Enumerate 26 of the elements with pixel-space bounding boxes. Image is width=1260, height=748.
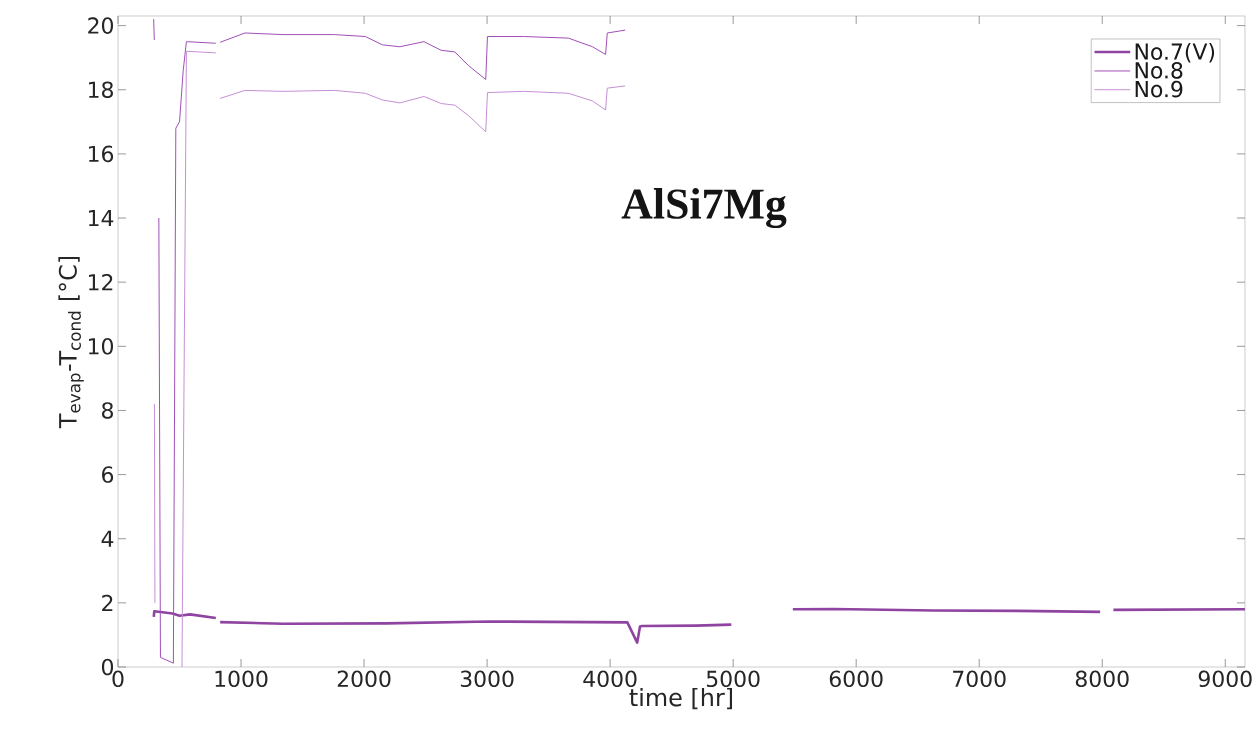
y-tick-label: 14 [89, 210, 114, 227]
y-tick-label: 12 [89, 274, 113, 291]
x-tick-label: 3000 [460, 670, 514, 688]
legend-label: No.8 [1135, 62, 1183, 79]
y-tick-label: 8 [102, 402, 113, 419]
x-tick-label: 8000 [1075, 670, 1129, 688]
x-tick-label: 9000 [1198, 670, 1252, 688]
x-tick-label: 7000 [953, 670, 1006, 688]
y-tick-label: 20 [88, 17, 114, 34]
y-tick-label: 2 [102, 594, 113, 611]
x-axis-title: time [hr] [629, 687, 733, 710]
x-tick-label: 6000 [829, 670, 883, 688]
x-tick-label: 2000 [337, 670, 391, 688]
y-tick-label: 0 [101, 658, 114, 676]
y-tick-label: 6 [102, 466, 114, 483]
annotation: AlSi7Mg [621, 188, 787, 229]
y-tick-label: 18 [89, 81, 113, 99]
y-tick-label: 16 [89, 145, 114, 163]
x-tick-label: 5000 [706, 670, 760, 688]
x-tick-label: 1000 [215, 670, 268, 688]
y-tick-label: 4 [101, 530, 114, 547]
y-tick-label: 10 [89, 338, 114, 355]
y-axis-title: T$_{evap}$-T$_{cond}$ [°C] [58, 256, 84, 429]
x-tick-label: 4000 [583, 670, 637, 688]
legend-label: No.9 [1135, 80, 1183, 98]
legend-label: No.7(V) [1135, 42, 1215, 63]
